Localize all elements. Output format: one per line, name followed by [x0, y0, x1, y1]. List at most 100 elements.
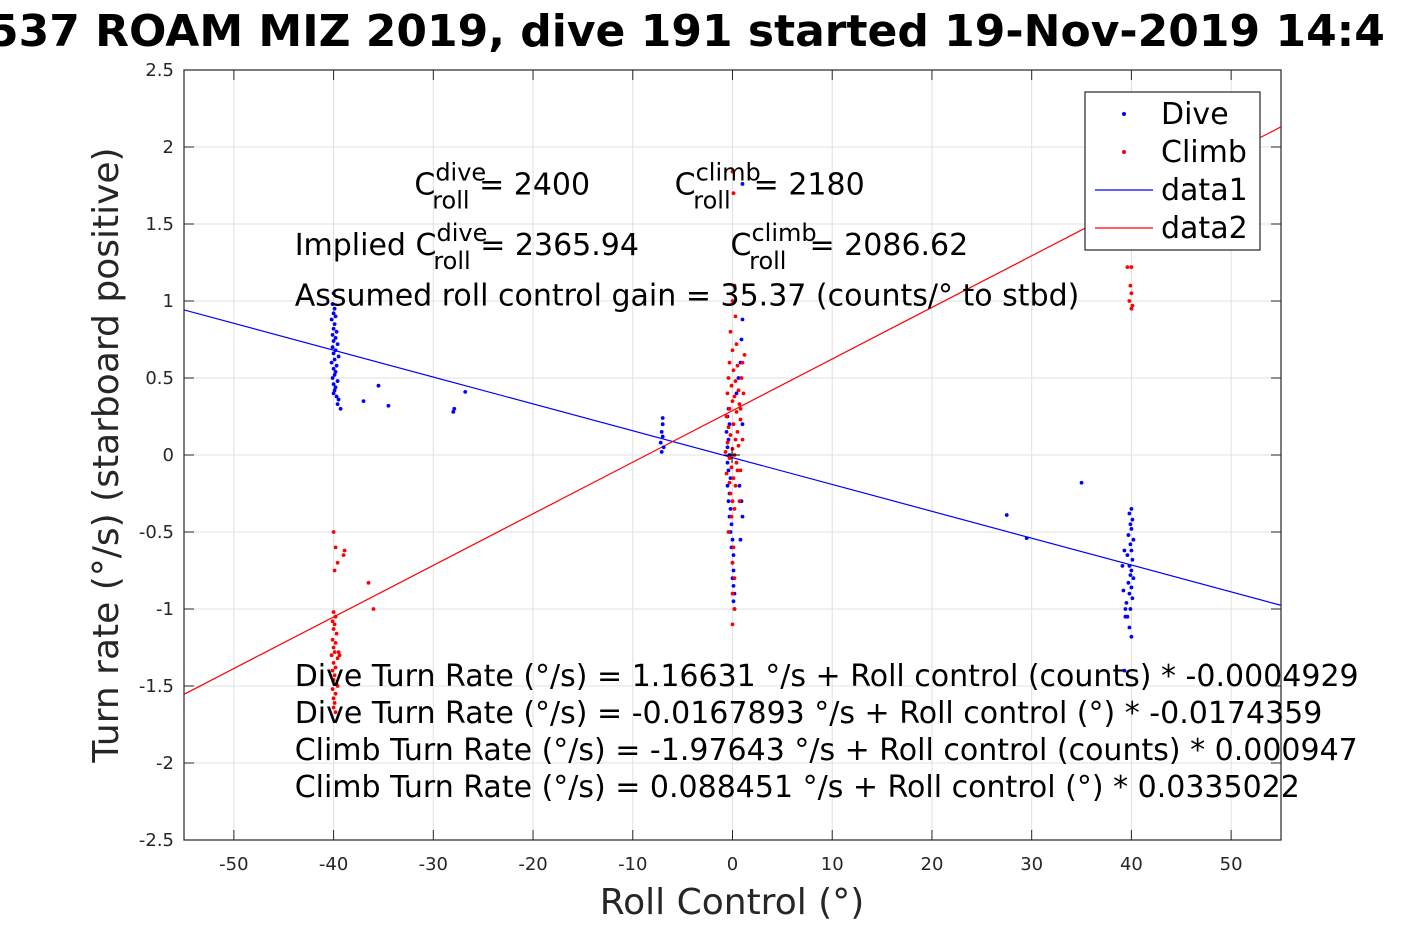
climb-point [333, 665, 338, 670]
x-tick-label: -40 [319, 854, 348, 875]
dive-point [1126, 580, 1131, 585]
dive-point [1120, 563, 1125, 568]
climb-point [729, 465, 734, 470]
dive-point [660, 422, 665, 427]
climb-point [331, 677, 336, 682]
dive-point [331, 391, 336, 396]
climb-point [738, 406, 743, 411]
dive-point [330, 332, 335, 337]
dive-point [740, 182, 745, 186]
climb-point [366, 580, 371, 585]
climb-point [732, 283, 737, 288]
x-tick-label: 50 [1220, 854, 1243, 875]
dive-point [335, 342, 340, 347]
climb-point [727, 480, 732, 485]
climb-point [330, 687, 335, 691]
dive-point [731, 599, 736, 604]
climb-point [731, 368, 736, 373]
climb-point [731, 545, 736, 550]
dive-point [1122, 668, 1127, 673]
annotation-5: Assumed roll control gain = 35.37 (count… [295, 279, 1080, 314]
dive-point [734, 391, 739, 396]
climb-point [729, 514, 734, 519]
dive-point [334, 329, 339, 334]
climb-point [732, 507, 737, 511]
dive-point [334, 394, 339, 399]
dive-point [728, 476, 733, 480]
dive-point [332, 306, 337, 311]
x-tick-label: -10 [618, 854, 647, 875]
dive-point [334, 363, 339, 368]
x-tick-label: -50 [219, 854, 248, 875]
climb-point [333, 710, 338, 715]
dive-point [1004, 513, 1009, 517]
dive-point [336, 354, 341, 359]
x-tick-label: 10 [821, 854, 844, 875]
dive-point [376, 383, 381, 388]
dive-point [1128, 573, 1133, 578]
dive-point [1127, 591, 1132, 596]
dive-point [1124, 600, 1129, 605]
climb-point [731, 476, 736, 480]
climb-point [331, 610, 336, 614]
climb-point [730, 591, 735, 596]
climb-point [724, 414, 729, 419]
climb-point [732, 576, 737, 581]
dive-point [1024, 536, 1029, 541]
climb-point [1130, 303, 1135, 308]
climb-point [332, 650, 337, 655]
dive-point [1123, 607, 1128, 611]
dive-point [731, 584, 736, 588]
dive-point [1130, 596, 1135, 601]
climb-point [734, 342, 739, 347]
x-axis-label: Roll Control (°) [600, 882, 865, 923]
legend-climb-label: Climb [1161, 135, 1247, 170]
x-tick-label: 0 [727, 854, 738, 875]
dive-point [338, 406, 343, 411]
climb-point [331, 696, 336, 701]
climb-point [733, 437, 738, 442]
dive-point [329, 317, 334, 322]
dive-point [1130, 517, 1135, 522]
climb-point [335, 560, 340, 565]
dive-point [725, 483, 730, 488]
dive-point [386, 403, 391, 408]
dive-point [329, 360, 334, 365]
dive-point [659, 450, 664, 454]
climb-point [736, 388, 741, 393]
climb-point [728, 329, 733, 334]
dive-point [332, 388, 337, 393]
dive-point [728, 507, 733, 511]
dive-point [1127, 511, 1132, 516]
y-tick-label: -1.5 [139, 676, 174, 697]
climb-point [737, 499, 742, 504]
dive-point [659, 430, 664, 434]
dive-point [332, 322, 337, 326]
y-tick-label: 2 [163, 137, 174, 158]
dive-point [740, 422, 745, 427]
climb-point [733, 379, 738, 383]
x-tick-label: 20 [921, 854, 944, 875]
climb-point [723, 450, 728, 454]
annotation-7: Dive Turn Rate (°/s) = -0.0167893 °/s + … [295, 696, 1323, 731]
climb-point [730, 499, 735, 504]
dive-point [332, 357, 337, 362]
dive-point [331, 291, 336, 296]
climb-point [329, 653, 334, 658]
dive-point [335, 379, 340, 383]
dive-point [331, 366, 336, 371]
dive-point [726, 499, 731, 504]
climb-point [330, 637, 335, 642]
climb-point [739, 376, 744, 380]
dive-point [1122, 548, 1127, 553]
dive-point [1129, 568, 1134, 573]
climb-point [1129, 306, 1134, 311]
y-tick-label: 0 [163, 445, 174, 466]
y-tick-label: 1 [163, 291, 174, 312]
climb-point [735, 468, 740, 473]
climb-point [740, 360, 745, 365]
climb-point [740, 437, 745, 442]
climb-point [331, 530, 336, 534]
dive-point [739, 337, 744, 342]
